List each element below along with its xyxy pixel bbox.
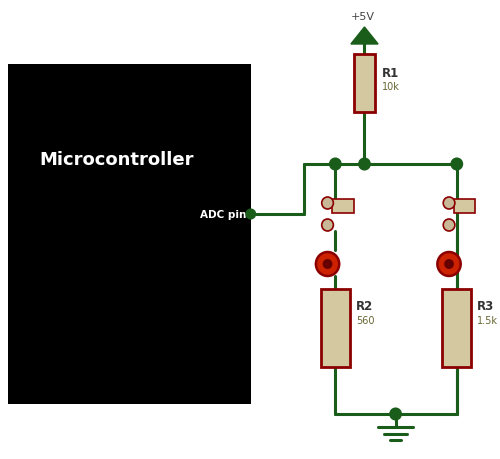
- Text: R3: R3: [477, 299, 494, 312]
- Bar: [332, 200, 354, 213]
- Text: R1: R1: [382, 67, 399, 80]
- Circle shape: [443, 219, 455, 231]
- Circle shape: [444, 259, 454, 269]
- Bar: [354, 55, 375, 113]
- Bar: [320, 289, 350, 367]
- Circle shape: [452, 159, 462, 170]
- Circle shape: [322, 197, 334, 210]
- Circle shape: [316, 252, 339, 276]
- Text: +5V: +5V: [350, 12, 374, 22]
- Bar: [442, 289, 472, 367]
- Bar: [454, 200, 475, 213]
- Text: Microcontroller: Microcontroller: [40, 151, 194, 169]
- Circle shape: [438, 252, 460, 276]
- Polygon shape: [351, 28, 378, 45]
- Circle shape: [330, 159, 340, 170]
- Text: R2: R2: [356, 299, 373, 312]
- Bar: [8, 65, 251, 404]
- Text: 1.5k: 1.5k: [477, 315, 498, 325]
- Text: 10k: 10k: [382, 82, 400, 92]
- Circle shape: [322, 259, 332, 269]
- Circle shape: [443, 197, 455, 210]
- Circle shape: [359, 159, 370, 170]
- Circle shape: [246, 210, 255, 219]
- Circle shape: [322, 219, 334, 231]
- Circle shape: [390, 409, 401, 420]
- Text: 560: 560: [356, 315, 374, 325]
- Text: ADC pin: ADC pin: [200, 210, 246, 219]
